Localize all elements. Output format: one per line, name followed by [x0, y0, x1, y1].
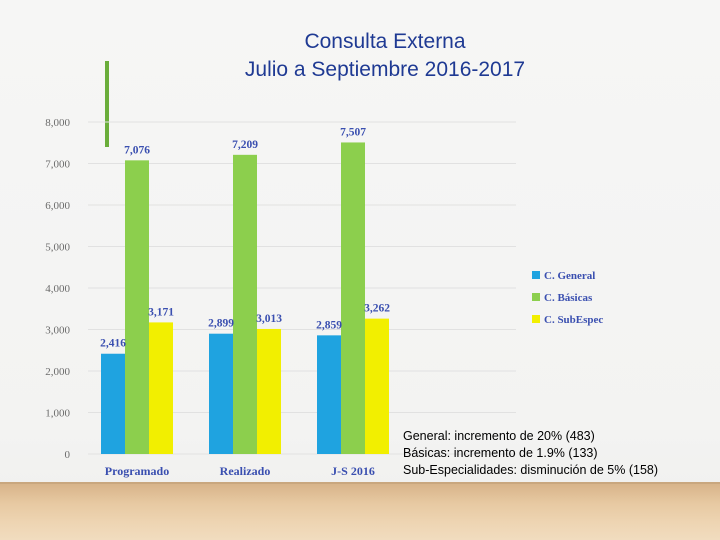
bars — [101, 142, 389, 454]
title-line-1: Consulta Externa — [304, 30, 466, 53]
bar — [233, 154, 257, 454]
bar — [317, 335, 341, 454]
data-labels: 2,416 7,076 3,171 2,899 7,209 3,013 2,859 7,507… — [100, 126, 390, 349]
notes-box: General: incremento de 20% (483) Básicas… — [403, 428, 715, 479]
legend-swatch — [532, 271, 540, 279]
slide-title: Consulta Externa Julio a Septiembre 2016… — [200, 28, 570, 84]
y-tick-label: 7,000 — [45, 159, 70, 171]
data-label: 7,209 — [232, 139, 258, 151]
y-axis-ticks: 0 1,000 2,000 3,000 4,000 5,000 6,000 7,000 8,00… — [45, 117, 70, 461]
legend-label: C. SubEspec — [544, 314, 603, 326]
legend-swatch — [532, 293, 540, 301]
note-general: General: incremento de 20% (483) — [403, 429, 595, 443]
category-labels: Programado Realizado J-S 2016 — [105, 464, 375, 478]
data-label: 2,899 — [208, 318, 234, 330]
bar — [125, 160, 149, 454]
category-label: Programado — [105, 464, 169, 478]
data-label: 2,416 — [100, 338, 126, 350]
bar — [209, 333, 233, 454]
y-tick-label: 1,000 — [45, 408, 70, 420]
wood-floor — [0, 484, 720, 540]
data-label: 3,013 — [256, 313, 282, 325]
data-label: 2,859 — [316, 319, 342, 331]
bar — [257, 328, 281, 454]
y-tick-label: 0 — [65, 449, 71, 461]
legend: C. General C. Básicas C. SubEspec — [532, 270, 603, 326]
legend-swatch — [532, 315, 540, 323]
accent-bar — [105, 61, 109, 147]
y-tick-label: 3,000 — [45, 325, 70, 337]
floor-edge — [0, 482, 720, 485]
data-label: 7,507 — [340, 126, 366, 138]
bar — [149, 322, 173, 454]
bar — [101, 353, 125, 454]
y-tick-label: 2,000 — [45, 366, 70, 378]
note-subespec: Sub-Especialidades: disminución de 5% (1… — [403, 463, 659, 477]
y-tick-label: 5,000 — [45, 242, 70, 254]
bar — [365, 318, 389, 454]
data-label: 7,076 — [124, 144, 150, 156]
y-tick-label: 4,000 — [45, 283, 70, 295]
y-tick-label: 8,000 — [45, 117, 70, 129]
category-label: Realizado — [220, 464, 271, 478]
legend-label: C. Básicas — [544, 292, 593, 304]
bar — [341, 142, 365, 454]
category-label: J-S 2016 — [331, 464, 375, 478]
title-line-2: Julio a Septiembre 2016-2017 — [244, 58, 526, 81]
data-label: 3,171 — [148, 306, 174, 318]
legend-label: C. General — [544, 270, 595, 282]
y-tick-label: 6,000 — [45, 200, 70, 212]
data-label: 3,262 — [364, 303, 390, 315]
note-basicas: Básicas: incremento de 1.9% (133) — [403, 446, 598, 460]
